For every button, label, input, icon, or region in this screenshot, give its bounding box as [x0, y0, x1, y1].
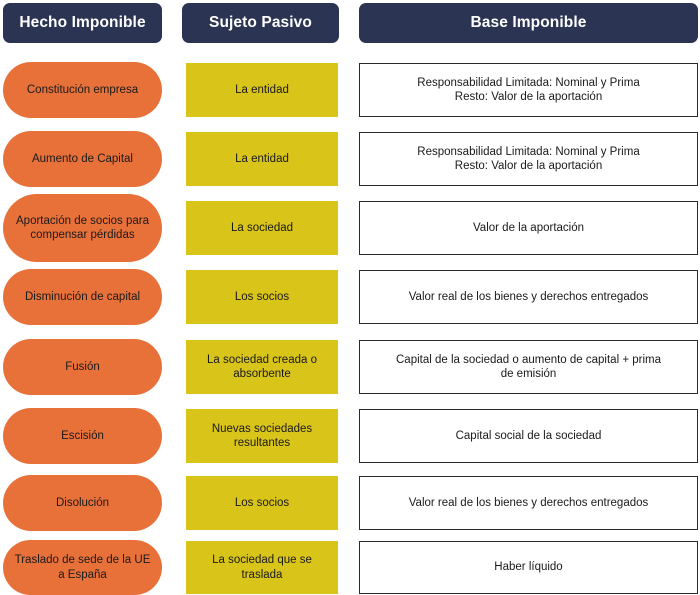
- base-line-1: Responsabilidad Limitada: Nominal y Prim…: [417, 76, 640, 89]
- hecho-cell: Aumento de Capital: [3, 131, 162, 187]
- hecho-cell: Disminución de capital: [3, 269, 162, 325]
- table-row: Disolución Los socios Valor real de los …: [0, 475, 700, 531]
- base-line-2: Resto: Valor de la aportación: [454, 91, 603, 103]
- base-cell: Responsabilidad Limitada: Nominal y Prim…: [359, 132, 698, 186]
- table-row: Aportación de socios para compensar pérd…: [0, 194, 700, 262]
- hecho-cell: Disolución: [3, 475, 162, 531]
- sujeto-cell: Los socios: [186, 476, 338, 530]
- hecho-cell: Fusión: [3, 339, 162, 395]
- sujeto-cell: La entidad: [186, 63, 338, 117]
- column-header-hecho-imponible: Hecho Imponible: [3, 3, 162, 43]
- table-row: Traslado de sede de la UE a España La so…: [0, 540, 700, 595]
- table-row: Fusión La sociedad creada o absorbente C…: [0, 339, 700, 395]
- table-row: Disminución de capital Los socios Valor …: [0, 269, 700, 325]
- base-cell: Valor real de los bienes y derechos entr…: [359, 270, 698, 324]
- base-line-1: Responsabilidad Limitada: Nominal y Prim…: [417, 145, 640, 158]
- sujeto-cell: Nuevas sociedades resultantes: [186, 409, 338, 463]
- table-header-row: Hecho Imponible Sujeto Pasivo Base Impon…: [0, 0, 700, 46]
- base-cell: Valor de la aportación: [359, 201, 698, 255]
- sujeto-cell: La entidad: [186, 132, 338, 186]
- sujeto-cell: La sociedad creada o absorbente: [186, 340, 338, 394]
- base-line-1: Valor real de los bienes y derechos entr…: [408, 496, 649, 509]
- base-line-1: Capital social de la sociedad: [455, 429, 602, 442]
- hecho-cell: Escisión: [3, 408, 162, 464]
- base-line-1: Valor de la aportación: [472, 221, 585, 234]
- hecho-cell: Aportación de socios para compensar pérd…: [3, 194, 162, 262]
- base-line-2: de emisión: [500, 368, 557, 380]
- sujeto-cell: La sociedad: [186, 201, 338, 255]
- base-cell: Haber líquido: [359, 541, 698, 594]
- base-cell: Responsabilidad Limitada: Nominal y Prim…: [359, 63, 698, 117]
- sujeto-cell: La sociedad que se traslada: [186, 541, 338, 594]
- table-row: Aumento de Capital La entidad Responsabi…: [0, 131, 700, 187]
- base-line-1: Valor real de los bienes y derechos entr…: [408, 290, 649, 303]
- base-cell: Capital de la sociedad o aumento de capi…: [359, 340, 698, 394]
- sujeto-cell: Los socios: [186, 270, 338, 324]
- column-header-sujeto-pasivo: Sujeto Pasivo: [182, 3, 339, 43]
- base-cell: Valor real de los bienes y derechos entr…: [359, 476, 698, 530]
- column-header-base-imponible: Base Imponible: [359, 3, 698, 43]
- base-line-1: Capital de la sociedad o aumento de capi…: [396, 353, 661, 366]
- table-row: Escisión Nuevas sociedades resultantes C…: [0, 408, 700, 464]
- base-cell: Capital social de la sociedad: [359, 409, 698, 463]
- base-line-2: Resto: Valor de la aportación: [454, 160, 603, 172]
- hecho-cell: Constitución empresa: [3, 62, 162, 118]
- table-row: Constitución empresa La entidad Responsa…: [0, 62, 700, 118]
- hecho-cell: Traslado de sede de la UE a España: [3, 540, 162, 595]
- base-line-1: Haber líquido: [494, 561, 563, 574]
